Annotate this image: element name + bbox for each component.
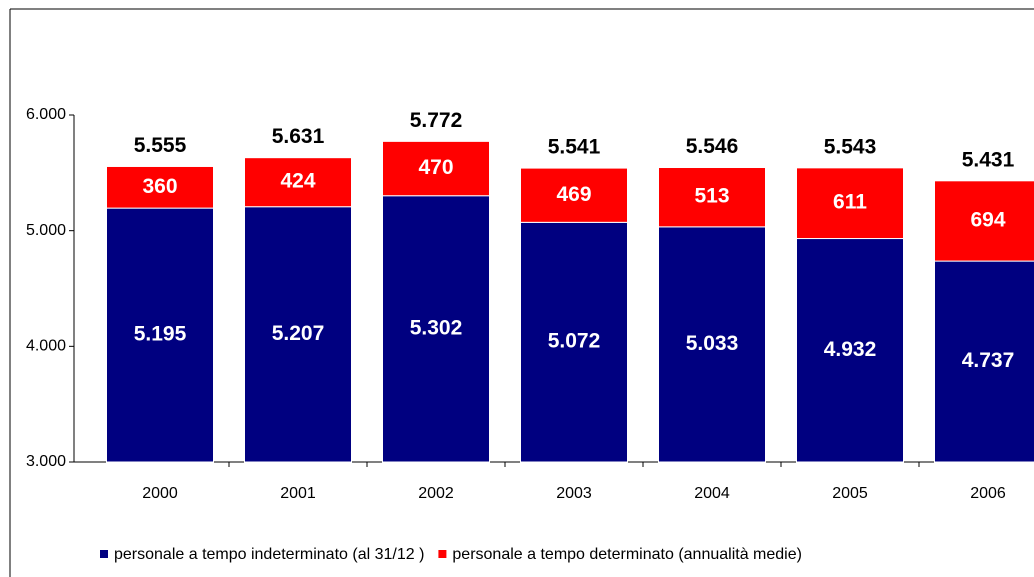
x-tick-label: 2004 (694, 485, 730, 502)
y-tick-label: 6.000 (26, 106, 66, 123)
x-tick-label: 2005 (832, 485, 868, 502)
x-tick-label: 2000 (142, 485, 178, 502)
x-tick-label: 2003 (556, 485, 592, 502)
bar-segment (796, 167, 904, 240)
total-label: 5.541 (548, 136, 601, 159)
bar-segment (382, 140, 490, 197)
bar-segment (106, 207, 214, 463)
bar-segment (106, 165, 214, 209)
x-tick-label: 2001 (280, 485, 316, 502)
legend-marker (438, 550, 447, 558)
value-label: 611 (833, 191, 867, 214)
legend-label: personale a tempo indeterminato (al 31/1… (114, 546, 424, 563)
value-label: 5.302 (410, 316, 463, 339)
value-label: 4.737 (962, 349, 1015, 372)
legend-marker (100, 550, 108, 558)
bar-segment (796, 238, 904, 463)
x-tick-label: 2002 (418, 485, 454, 502)
total-label: 5.431 (962, 148, 1015, 171)
value-label: 470 (418, 156, 453, 179)
value-label: 5.072 (548, 330, 601, 353)
total-label: 5.631 (272, 125, 325, 148)
bar-segment (520, 167, 628, 223)
total-label: 5.772 (410, 109, 463, 132)
bar-segment (520, 221, 628, 463)
value-label: 469 (556, 183, 591, 206)
bar-segment (658, 167, 766, 228)
total-label: 5.543 (824, 135, 877, 158)
value-label: 5.195 (134, 323, 187, 346)
bar-segment (244, 206, 352, 463)
x-tick-label: 2006 (970, 485, 1006, 502)
bar-segment (244, 157, 352, 208)
value-label: 5.207 (272, 322, 325, 345)
y-tick-label: 4.000 (26, 338, 66, 355)
value-label: 424 (280, 170, 315, 193)
bar-segment (382, 195, 490, 463)
bar-segment (658, 226, 766, 463)
y-tick-label: 3.000 (26, 453, 66, 470)
y-tick-label: 5.000 (26, 222, 66, 239)
bar-segment (934, 180, 1034, 262)
value-label: 694 (970, 208, 1005, 231)
value-label: 5.033 (686, 332, 739, 355)
total-label: 5.546 (686, 135, 739, 158)
bar-segment (934, 260, 1034, 463)
value-label: 360 (142, 175, 177, 198)
total-label: 5.555 (134, 134, 187, 157)
value-label: 513 (694, 185, 729, 208)
value-label: 4.932 (824, 338, 877, 361)
legend-label: personale a tempo determinato (annualità… (452, 546, 802, 563)
